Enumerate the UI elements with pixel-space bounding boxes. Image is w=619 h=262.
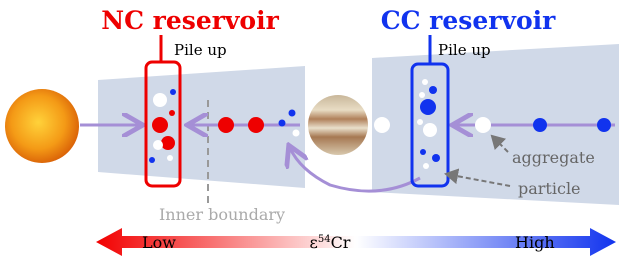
particle-dot [289, 110, 296, 117]
diagram: NC reservoir CC reservoir Pile up Pile u… [0, 0, 619, 262]
aggregate-dot [475, 117, 491, 133]
cc-title: CC reservoir [381, 6, 556, 35]
sun [5, 89, 79, 163]
aggregate-dot [218, 117, 234, 133]
pile-up-label: Pile up [438, 41, 491, 59]
element: Cr [331, 233, 351, 252]
nc-region [98, 66, 305, 188]
nc-title: NC reservoir [101, 6, 279, 35]
aggregate-dot [533, 118, 547, 132]
particle-dot [279, 120, 286, 127]
particle-dot [293, 130, 300, 137]
page: NC reservoir CC reservoir Pile up Pile u… [0, 0, 619, 262]
symbol: ε [310, 233, 318, 252]
pile-up-label: Pile up [174, 41, 227, 59]
aggregate-label: aggregate [512, 148, 595, 167]
particle-label: particle [518, 179, 581, 198]
aggregate-dot [248, 117, 264, 133]
high-label: High [515, 233, 555, 252]
aggregate-dot [597, 118, 611, 132]
low-label: Low [142, 233, 176, 252]
inner-boundary-label: Inner boundary [159, 205, 285, 224]
scale-label: ε54Cr [310, 233, 351, 252]
superscript: 54 [318, 234, 331, 245]
aggregate-dot [374, 117, 390, 133]
jupiter [308, 95, 368, 155]
